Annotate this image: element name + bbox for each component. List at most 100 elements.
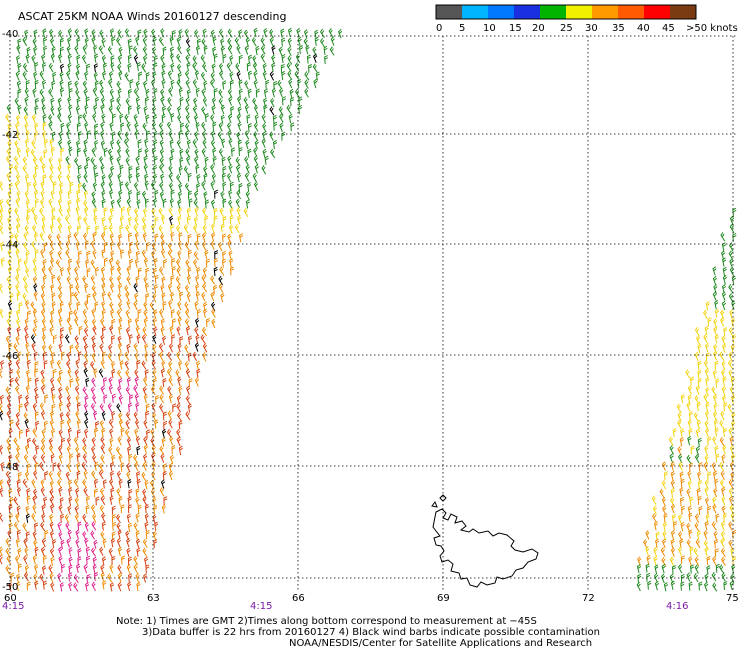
wind-barb	[303, 29, 309, 39]
wind-barb	[149, 480, 155, 490]
wind-barb	[75, 376, 80, 387]
wind-barb	[162, 46, 167, 56]
wind-barb	[153, 257, 158, 268]
wind-barb	[82, 113, 88, 123]
wind-barb	[222, 54, 227, 63]
wind-barb	[40, 377, 46, 387]
wind-barb	[52, 71, 57, 81]
wind-barb	[202, 97, 208, 107]
wind-barb	[77, 173, 82, 184]
wind-barb	[115, 446, 122, 456]
wind-barb	[220, 114, 225, 124]
wind-barb	[74, 275, 80, 286]
wind-barb	[144, 198, 149, 208]
wind-barb	[214, 250, 219, 260]
wind-barb	[153, 173, 158, 184]
wind-barb	[731, 412, 736, 422]
wind-barb	[172, 403, 177, 413]
wind-barb	[143, 164, 149, 174]
wind-barb	[686, 572, 691, 582]
wind-barb	[212, 121, 217, 131]
wind-barb	[116, 139, 121, 149]
wind-barb	[98, 45, 104, 55]
wind-barb	[110, 165, 115, 176]
wind-barb	[689, 376, 695, 386]
wind-barb	[15, 173, 21, 183]
wind-barb	[82, 335, 87, 346]
wind-barb	[128, 453, 133, 463]
wind-barb	[5, 470, 11, 481]
wind-barb	[6, 104, 12, 115]
legend-label-10: 10	[483, 23, 496, 34]
wind-barb	[41, 537, 46, 548]
wind-barb	[51, 46, 56, 56]
wind-barb	[39, 70, 45, 81]
wind-barb	[134, 393, 140, 403]
wind-barb	[184, 284, 190, 294]
wind-barb	[94, 53, 99, 63]
wind-barb	[83, 318, 89, 328]
wind-barb	[6, 352, 12, 362]
wind-barb	[220, 292, 225, 303]
wind-barb	[727, 359, 733, 369]
wind-barb	[193, 216, 199, 226]
wind-barb	[230, 147, 236, 157]
wind-barb	[42, 174, 47, 184]
wind-barb	[117, 546, 123, 557]
lon-label-66: 66	[292, 593, 305, 604]
wind-barb	[194, 300, 199, 311]
wind-barb	[94, 123, 99, 133]
wind-barb	[133, 88, 139, 98]
wind-barb	[8, 342, 13, 352]
wind-barb	[660, 547, 666, 557]
wind-barb	[689, 546, 694, 556]
wind-barb	[221, 258, 227, 268]
wind-barb	[60, 122, 65, 132]
wind-barb	[177, 376, 182, 386]
wind-barb	[5, 113, 11, 123]
wind-barb	[272, 114, 277, 124]
wind-barb	[187, 233, 192, 243]
wind-barb	[731, 275, 736, 285]
wind-barb	[127, 522, 133, 532]
wind-barb	[698, 581, 703, 591]
wind-barb	[57, 106, 62, 116]
wind-barb	[67, 199, 72, 210]
wind-barb	[222, 250, 227, 260]
wind-barb	[177, 105, 182, 116]
wind-barb	[137, 309, 142, 319]
wind-barb	[696, 335, 701, 345]
wind-barb	[110, 335, 116, 345]
wind-barb	[177, 250, 182, 260]
wind-barb	[42, 351, 48, 361]
wind-barb	[255, 88, 260, 98]
wind-barb	[82, 453, 88, 463]
wind-barb	[120, 122, 125, 132]
wind-barb	[168, 394, 174, 404]
wind-barb	[84, 104, 89, 114]
wind-barb	[92, 556, 97, 566]
wind-barb	[74, 497, 80, 507]
wind-barb	[49, 249, 54, 260]
wind-barb	[694, 351, 699, 362]
wind-barb	[194, 70, 200, 80]
wind-barb	[6, 318, 12, 328]
wind-barb	[74, 335, 79, 345]
wind-barb	[226, 173, 232, 183]
wind-barb	[136, 334, 141, 344]
wind-barb	[158, 266, 164, 276]
wind-barb	[23, 283, 29, 293]
wind-barb	[192, 62, 198, 72]
wind-barb	[153, 55, 158, 65]
wind-barb	[170, 308, 175, 319]
wind-barb	[99, 79, 104, 90]
wind-barb	[94, 96, 100, 106]
wind-barb	[49, 37, 55, 48]
wind-barb	[117, 301, 123, 312]
wind-barb	[101, 411, 106, 421]
wind-barb	[272, 140, 278, 150]
wind-barb	[213, 53, 218, 63]
wind-barb	[16, 44, 21, 55]
wind-barb	[151, 461, 156, 471]
wind-barb	[141, 249, 147, 259]
